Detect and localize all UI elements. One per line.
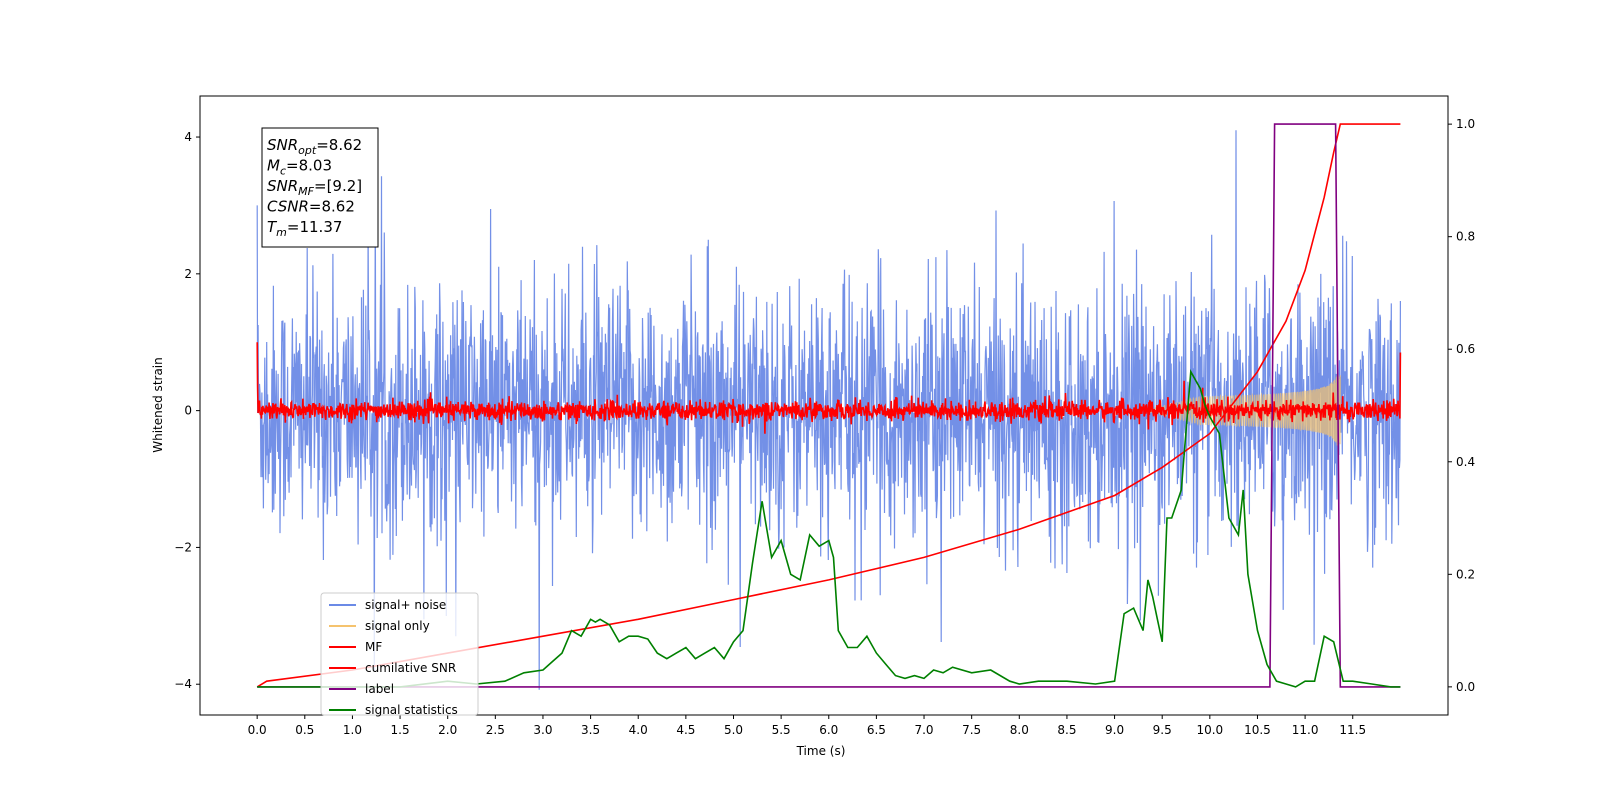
x-tick-label: 7.5 — [962, 723, 981, 737]
y2-tick-label: 0.4 — [1456, 455, 1475, 469]
annotation-line: Tm=11.37 — [267, 218, 342, 239]
x-tick-label: 6.0 — [819, 723, 838, 737]
annotation-frame — [261, 127, 379, 248]
x-tick-label: 5.0 — [724, 723, 743, 737]
series-cumulative-snr — [256, 123, 1401, 688]
x-tick-label: 9.0 — [1105, 723, 1124, 737]
y-axis-left: −4 −2 0 2 4 — [174, 130, 200, 691]
x-tick-label: 3.0 — [533, 723, 552, 737]
y2-tick-label: 0.2 — [1456, 567, 1475, 581]
y-tick-label: 0 — [184, 404, 192, 418]
x-tick-label: 8.0 — [1010, 723, 1029, 737]
x-tick-label: 2.5 — [486, 723, 505, 737]
y-axis-label: Whitened strain — [151, 357, 165, 453]
legend: signal+ noise signal only MF cumilative SNR… — [320, 592, 479, 717]
plot-area — [256, 123, 1402, 690]
legend-label: MF — [365, 640, 382, 654]
legend-label: cumilative SNR — [365, 661, 456, 675]
y-tick-label: 2 — [184, 267, 192, 281]
x-tick-label: 11.0 — [1292, 723, 1319, 737]
series-label — [257, 123, 1401, 688]
annotation-line: Mc=8.03 — [267, 157, 332, 178]
series-signal-statistics — [257, 369, 1401, 688]
y-tick-label: 4 — [184, 130, 192, 144]
y2-tick-label: 1.0 — [1456, 117, 1475, 131]
x-tick-label: 5.5 — [772, 723, 791, 737]
x-tick-label: 11.5 — [1339, 723, 1366, 737]
y2-tick-label: 0.0 — [1456, 680, 1475, 694]
y-tick-label: −2 — [174, 540, 192, 554]
series-signal-noise — [256, 130, 1401, 690]
annotation-line: SNRopt=8.62 — [267, 136, 362, 157]
x-tick-label: 4.5 — [676, 723, 695, 737]
x-tick-label: 3.5 — [581, 723, 600, 737]
annotation-line: CSNR=8.62 — [267, 198, 355, 216]
y-axis-right: 0.0 0.2 0.4 0.6 0.8 1.0 — [1448, 117, 1475, 694]
x-tick-label: 0.0 — [248, 723, 267, 737]
annotation-line: SNRMF=[9.2] — [267, 177, 362, 198]
y-tick-label: −4 — [174, 677, 192, 691]
axes-frame — [199, 95, 1449, 716]
x-tick-label: 8.5 — [1057, 723, 1076, 737]
series-signal-only — [1143, 374, 1341, 447]
y2-tick-label: 0.8 — [1456, 230, 1475, 244]
x-tick-label: 7.0 — [914, 723, 933, 737]
x-tick-label: 1.5 — [391, 723, 410, 737]
series-mf — [256, 342, 1402, 434]
x-tick-label: 2.0 — [438, 723, 457, 737]
legend-label: signal statistics — [365, 703, 458, 717]
x-axis-label: Time (s) — [796, 744, 846, 758]
x-tick-label: 10.0 — [1196, 723, 1223, 737]
x-axis: 0.0 0.5 1.0 1.5 2.0 2.5 3.0 3.5 4.0 4.5 5.0 5.5 6.0 6… — [248, 715, 1366, 737]
x-tick-label: 1.0 — [343, 723, 362, 737]
x-tick-label: 9.5 — [1153, 723, 1172, 737]
legend-label: signal only — [365, 619, 430, 633]
x-tick-label: 0.5 — [295, 723, 314, 737]
x-tick-label: 10.5 — [1244, 723, 1271, 737]
legend-label: label — [365, 682, 394, 696]
x-tick-label: 4.0 — [629, 723, 648, 737]
legend-label: signal+ noise — [365, 598, 446, 612]
y2-tick-label: 0.6 — [1456, 342, 1475, 356]
x-tick-label: 6.5 — [867, 723, 886, 737]
legend-frame — [320, 592, 479, 716]
